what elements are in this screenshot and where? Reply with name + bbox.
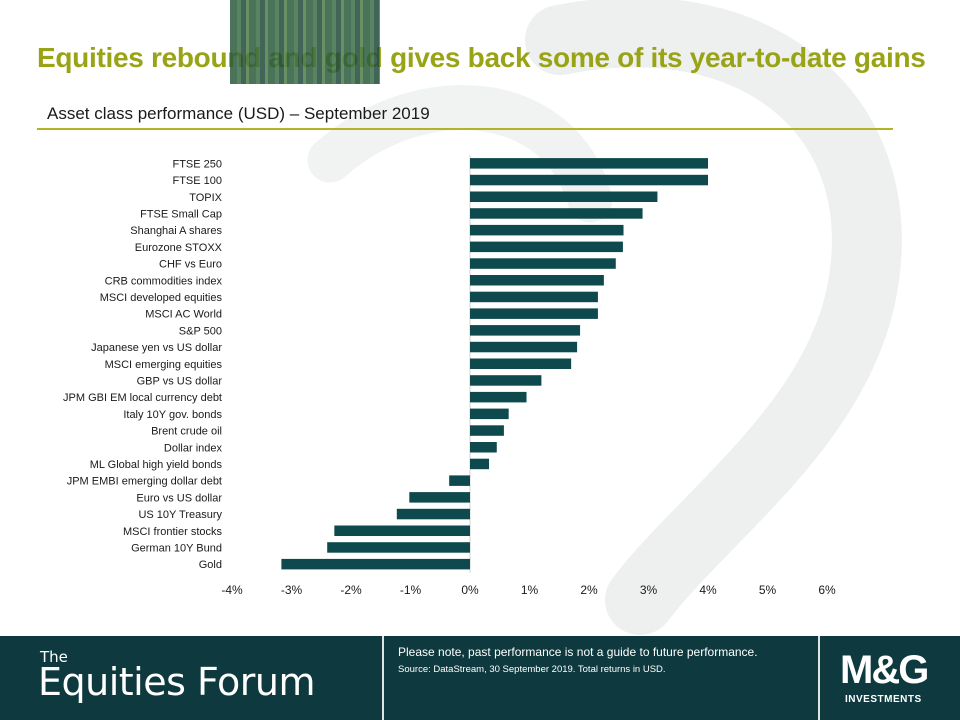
x-tick-label: 2% — [580, 583, 598, 597]
disclaimer-text: Please note, past performance is not a g… — [398, 645, 758, 659]
bar — [470, 158, 708, 169]
bar-chart: FTSE 250 FTSE 100 TOPIX FTSE Small Cap Shang… — [63, 155, 836, 597]
brand-the: The — [40, 648, 68, 666]
bar — [470, 325, 581, 336]
bar — [470, 408, 509, 420]
mg-logo: M&G — [840, 648, 929, 692]
x-tick-label: -4% — [221, 583, 243, 597]
category-label: Japanese yen vs US dollar — [91, 342, 222, 354]
footer-bar — [0, 636, 960, 720]
category-label: TOPIX — [189, 192, 222, 204]
bar — [470, 391, 527, 403]
x-tick-label: 6% — [818, 583, 836, 597]
bar — [470, 275, 604, 286]
footer-stripe-pattern — [230, 0, 380, 84]
x-tick-label: 0% — [461, 583, 479, 597]
bar — [470, 425, 504, 436]
bar — [470, 458, 490, 470]
category-label: FTSE 250 — [172, 158, 222, 170]
category-label: German 10Y Bund — [131, 542, 222, 554]
bar — [470, 358, 572, 369]
bar — [409, 492, 470, 503]
category-label: CRB commodities index — [105, 275, 223, 287]
mg-logo-investments: INVESTMENTS — [845, 694, 922, 705]
category-label: Italy 10Y gov. bonds — [123, 409, 222, 421]
category-label: Dollar index — [164, 442, 223, 454]
x-tick-label: -1% — [400, 583, 422, 597]
bar — [470, 208, 643, 219]
category-label: Brent crude oil — [151, 426, 222, 438]
category-label: ML Global high yield bonds — [90, 459, 223, 471]
bar — [470, 308, 598, 319]
bar — [334, 525, 470, 536]
bar — [470, 375, 542, 386]
x-tick-label: -3% — [281, 583, 303, 597]
category-label: Shanghai A shares — [130, 225, 222, 237]
bar — [327, 542, 470, 553]
chart-subtitle: Asset class performance (USD) – Septembe… — [47, 104, 430, 123]
bar — [470, 224, 624, 236]
category-label: CHF vs Euro — [159, 259, 222, 271]
category-label: MSCI emerging equities — [105, 359, 223, 371]
category-label: Euro vs US dollar — [136, 492, 222, 504]
bar — [470, 442, 497, 453]
brand-equities-forum: Equities Forum — [38, 660, 315, 704]
category-label: US 10Y Treasury — [138, 509, 222, 521]
category-label: S&P 500 — [179, 325, 222, 337]
subtitle-underline — [37, 128, 893, 130]
bar — [470, 174, 708, 186]
bar — [281, 558, 470, 570]
category-label: JPM EMBI emerging dollar debt — [67, 476, 222, 488]
category-label: MSCI frontier stocks — [123, 526, 223, 538]
bar — [470, 191, 658, 202]
bar — [470, 341, 578, 353]
bar — [470, 291, 598, 303]
category-label: MSCI developed equities — [100, 292, 223, 304]
category-label: Eurozone STOXX — [135, 242, 223, 254]
category-label: JPM GBI EM local currency debt — [63, 392, 222, 404]
x-tick-label: 4% — [699, 583, 717, 597]
bar — [449, 475, 470, 486]
category-label: MSCI AC World — [145, 309, 222, 321]
x-tick-label: -2% — [340, 583, 362, 597]
x-tick-label: 1% — [521, 583, 539, 597]
category-label: GBP vs US dollar — [137, 375, 223, 387]
page-title: Equities rebound and gold gives back som… — [37, 42, 926, 73]
footer-divider — [818, 636, 820, 720]
source-text: Source: DataStream, 30 September 2019. T… — [398, 664, 666, 675]
footer-divider — [382, 636, 384, 720]
bar — [470, 241, 623, 253]
bar — [470, 258, 616, 269]
bar — [396, 508, 470, 520]
category-label: Gold — [199, 559, 222, 571]
category-label: FTSE Small Cap — [140, 208, 222, 220]
x-tick-label: 3% — [640, 583, 658, 597]
x-tick-label: 5% — [759, 583, 777, 597]
category-label: FTSE 100 — [172, 175, 222, 187]
